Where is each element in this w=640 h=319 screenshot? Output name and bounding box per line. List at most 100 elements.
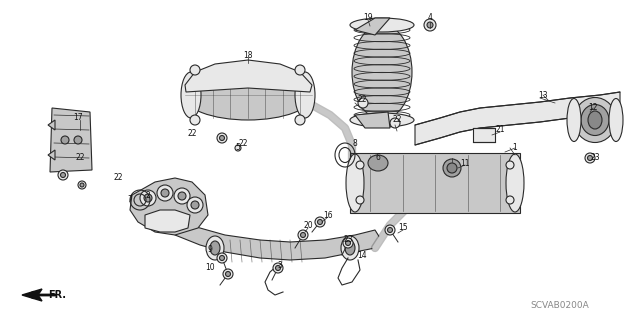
Polygon shape xyxy=(415,92,620,145)
Circle shape xyxy=(356,161,364,169)
Circle shape xyxy=(80,183,84,187)
Circle shape xyxy=(585,153,595,163)
Circle shape xyxy=(275,265,280,271)
Ellipse shape xyxy=(350,113,414,127)
Circle shape xyxy=(588,155,593,160)
Text: 19: 19 xyxy=(363,13,373,23)
Ellipse shape xyxy=(181,72,201,118)
Ellipse shape xyxy=(581,105,609,136)
Bar xyxy=(350,153,520,213)
Circle shape xyxy=(61,173,65,177)
Ellipse shape xyxy=(588,111,602,129)
Circle shape xyxy=(315,217,325,227)
Ellipse shape xyxy=(574,98,616,143)
Text: 15: 15 xyxy=(398,224,408,233)
Circle shape xyxy=(343,238,353,248)
Text: 22: 22 xyxy=(392,115,402,124)
Text: 9: 9 xyxy=(207,246,212,255)
Circle shape xyxy=(61,136,69,144)
Polygon shape xyxy=(175,220,380,260)
Ellipse shape xyxy=(609,99,623,142)
Text: 22: 22 xyxy=(113,174,123,182)
Circle shape xyxy=(506,196,514,204)
Circle shape xyxy=(427,22,433,28)
Circle shape xyxy=(317,219,323,225)
Text: 22: 22 xyxy=(238,138,248,147)
Text: 23: 23 xyxy=(343,235,353,244)
Ellipse shape xyxy=(346,154,364,212)
Circle shape xyxy=(220,136,225,140)
Polygon shape xyxy=(185,60,312,92)
Text: 1: 1 xyxy=(513,144,517,152)
Bar xyxy=(473,128,495,142)
Circle shape xyxy=(58,170,68,180)
Text: 18: 18 xyxy=(243,50,253,60)
Circle shape xyxy=(295,65,305,75)
Ellipse shape xyxy=(352,25,412,120)
Circle shape xyxy=(424,19,436,31)
Text: 22: 22 xyxy=(357,95,367,105)
Polygon shape xyxy=(355,18,390,35)
Circle shape xyxy=(273,263,283,273)
Circle shape xyxy=(390,118,400,128)
Circle shape xyxy=(190,115,200,125)
Circle shape xyxy=(78,181,86,189)
Polygon shape xyxy=(145,210,190,232)
Circle shape xyxy=(223,269,233,279)
Ellipse shape xyxy=(210,241,220,255)
Circle shape xyxy=(157,185,173,201)
Circle shape xyxy=(295,115,305,125)
Text: 14: 14 xyxy=(357,250,367,259)
Text: 3: 3 xyxy=(278,261,282,270)
Text: 7: 7 xyxy=(127,196,132,204)
Circle shape xyxy=(301,233,305,238)
Text: 20: 20 xyxy=(303,220,313,229)
Polygon shape xyxy=(22,289,42,301)
Circle shape xyxy=(161,189,169,197)
Polygon shape xyxy=(48,150,55,160)
Circle shape xyxy=(191,201,199,209)
Polygon shape xyxy=(50,108,92,172)
Circle shape xyxy=(356,196,364,204)
Circle shape xyxy=(217,253,227,263)
Text: 10: 10 xyxy=(205,263,215,272)
Circle shape xyxy=(346,241,351,246)
Text: 16: 16 xyxy=(323,211,333,219)
Circle shape xyxy=(447,163,457,173)
Text: 12: 12 xyxy=(588,103,598,113)
Circle shape xyxy=(178,192,186,200)
Circle shape xyxy=(298,230,308,240)
Circle shape xyxy=(217,133,227,143)
Circle shape xyxy=(387,227,392,233)
Text: 17: 17 xyxy=(73,114,83,122)
Circle shape xyxy=(225,271,230,277)
Text: 13: 13 xyxy=(538,91,548,100)
Circle shape xyxy=(220,256,225,261)
Text: 11: 11 xyxy=(460,159,470,167)
Circle shape xyxy=(443,159,461,177)
Text: 8: 8 xyxy=(353,138,357,147)
Circle shape xyxy=(385,225,395,235)
Text: 21: 21 xyxy=(495,125,505,135)
Circle shape xyxy=(187,197,203,213)
Ellipse shape xyxy=(341,236,359,260)
Ellipse shape xyxy=(295,72,315,118)
Circle shape xyxy=(74,136,82,144)
Ellipse shape xyxy=(345,241,355,255)
Text: 22: 22 xyxy=(188,129,196,137)
Ellipse shape xyxy=(506,154,524,212)
Text: 5: 5 xyxy=(236,144,241,152)
Text: FR.: FR. xyxy=(48,290,66,300)
Circle shape xyxy=(140,190,156,206)
Circle shape xyxy=(174,188,190,204)
Polygon shape xyxy=(48,120,55,130)
Text: 22: 22 xyxy=(76,153,84,162)
Ellipse shape xyxy=(183,70,313,120)
Text: 2: 2 xyxy=(146,191,150,201)
Circle shape xyxy=(144,194,152,202)
Polygon shape xyxy=(130,178,208,235)
Text: 23: 23 xyxy=(590,153,600,162)
Polygon shape xyxy=(355,112,390,128)
Ellipse shape xyxy=(368,155,388,171)
Text: 6: 6 xyxy=(376,153,380,162)
